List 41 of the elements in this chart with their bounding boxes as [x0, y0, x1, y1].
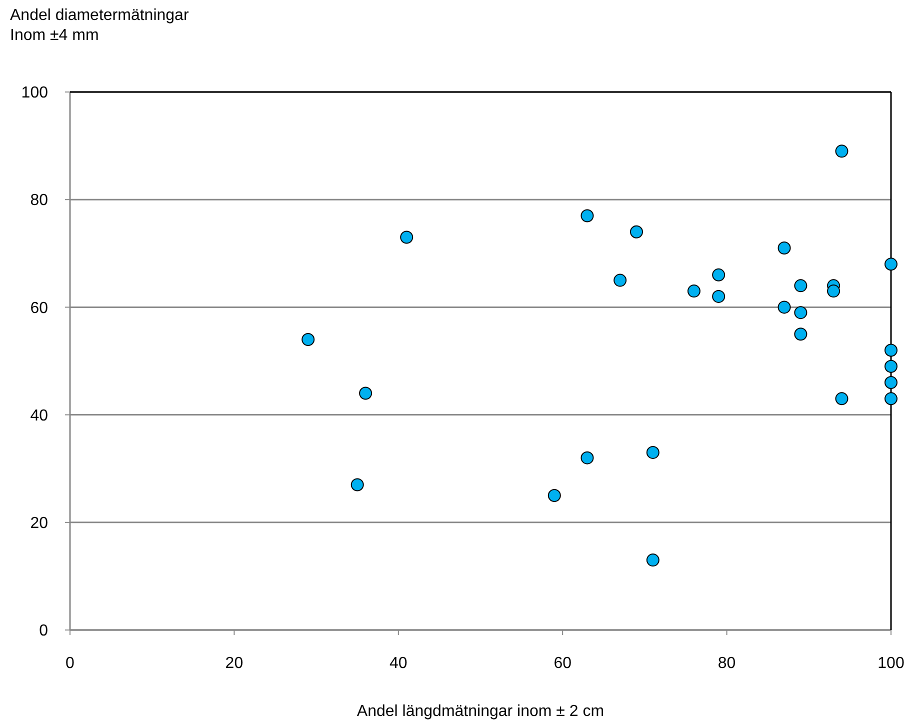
point [712, 290, 726, 303]
x-tick-label: 40 [390, 655, 408, 672]
point [794, 279, 808, 292]
y-tick-label: 40 [30, 407, 48, 424]
point [614, 274, 627, 287]
point [835, 144, 848, 158]
y-tick-label: 0 [39, 622, 48, 640]
point [778, 300, 791, 314]
x-tick-label: 100 [878, 655, 904, 672]
point [835, 392, 848, 406]
point [884, 258, 898, 271]
point [884, 344, 898, 357]
point [302, 332, 315, 346]
point [884, 392, 898, 406]
point [548, 489, 561, 502]
point [794, 328, 808, 341]
x-tick-label: 20 [225, 655, 244, 672]
point [630, 225, 643, 238]
point [884, 360, 898, 373]
y-tick-label: 60 [30, 300, 48, 317]
point [580, 209, 594, 222]
y-tick-label: 100 [21, 84, 48, 102]
point [778, 242, 791, 255]
y-axis-title: Andel diametermätningar Inom ±4 mm [10, 7, 190, 44]
point [646, 446, 660, 459]
point [580, 451, 594, 464]
point [712, 268, 726, 282]
y-tick-label: 20 [30, 515, 48, 532]
x-tick-label: 0 [66, 655, 75, 672]
point [827, 284, 840, 298]
x-tick-label: 60 [554, 655, 572, 672]
point [359, 386, 372, 400]
y-tick-label: 80 [30, 192, 48, 210]
point [884, 376, 898, 390]
point [794, 306, 808, 320]
x-tick-label: 80 [718, 655, 736, 672]
point [646, 554, 660, 567]
point [400, 230, 414, 244]
x-axis-title: Andel längdmätningar inom ± 2 cm [356, 703, 604, 720]
point [687, 284, 700, 298]
point [350, 478, 364, 492]
